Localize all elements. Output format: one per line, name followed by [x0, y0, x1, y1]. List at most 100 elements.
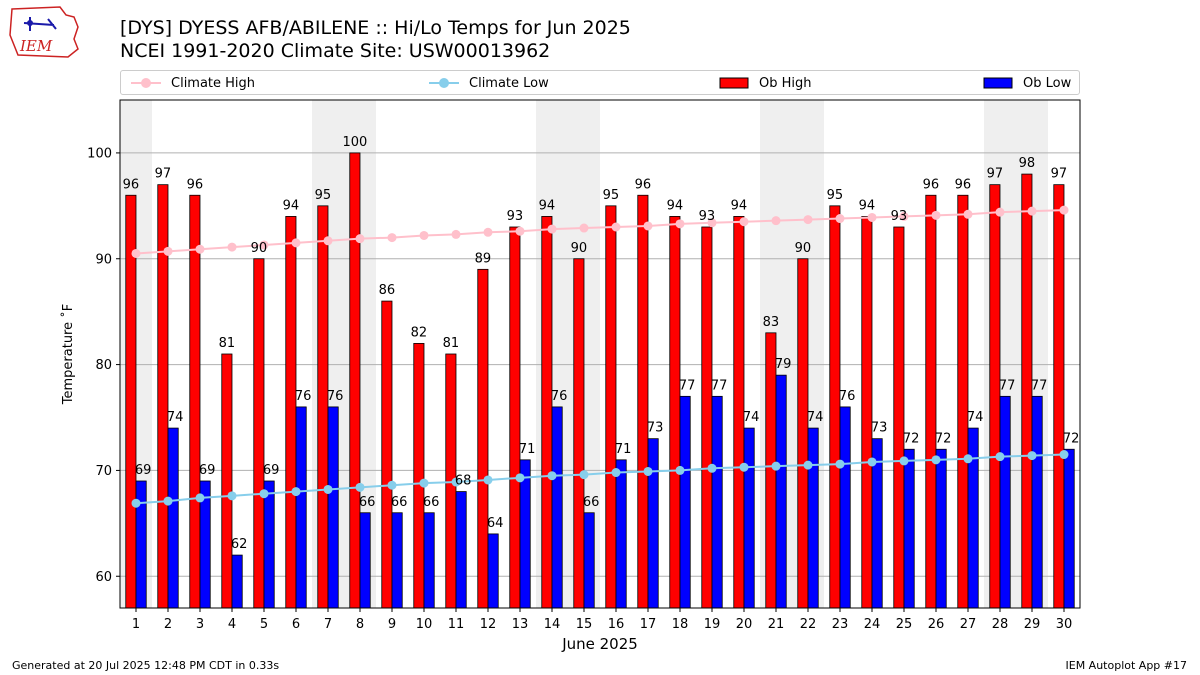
x-tick-label-25: 25 [896, 617, 913, 632]
point-climate-low-day-21 [771, 461, 781, 471]
legend-swatch-ob-low [983, 77, 1013, 89]
x-tick-label-20: 20 [736, 617, 753, 632]
data-label-ob-high-day-23: 95 [827, 188, 844, 203]
data-label-ob-high-day-30: 97 [1051, 167, 1068, 182]
bar-ob-high-day-12 [477, 268, 489, 609]
point-climate-low-day-15 [579, 470, 589, 480]
x-tick-label-8: 8 [356, 617, 364, 632]
bar-ob-low-day-26 [935, 448, 947, 609]
bar-ob-low-day-8 [359, 512, 371, 609]
y-tick-label-70: 70 [95, 464, 112, 479]
data-label-ob-low-day-5: 69 [263, 463, 280, 478]
bar-ob-low-day-16 [615, 459, 627, 609]
y-tick-label-60: 60 [95, 570, 112, 585]
bar-ob-high-day-27 [957, 194, 969, 609]
bar-ob-low-day-2 [167, 427, 179, 609]
y-axis-label: Temperature ˚F [60, 304, 76, 405]
data-label-ob-low-day-30: 72 [1063, 431, 1080, 446]
point-climate-high-day-19 [707, 218, 717, 228]
bar-ob-high-day-9 [381, 300, 393, 609]
x-tick-label-15: 15 [576, 617, 593, 632]
point-climate-high-day-12 [483, 227, 493, 237]
data-label-ob-high-day-15: 90 [571, 241, 588, 256]
bar-ob-high-day-6 [285, 216, 297, 609]
svg-text:IEM: IEM [19, 37, 53, 55]
chart-subtitle: NCEI 1991-2020 Climate Site: USW00013962 [120, 40, 551, 62]
point-climate-low-day-13 [515, 473, 525, 483]
data-label-ob-high-day-5: 90 [251, 241, 268, 256]
data-label-ob-high-day-6: 94 [283, 198, 300, 213]
point-climate-high-day-20 [739, 217, 749, 227]
data-label-ob-high-day-11: 81 [443, 336, 460, 351]
data-label-ob-high-day-24: 94 [859, 198, 876, 213]
point-climate-high-day-1 [131, 248, 141, 258]
point-climate-high-day-4 [227, 242, 237, 252]
point-climate-high-day-17 [643, 221, 653, 231]
point-climate-low-day-25 [899, 456, 909, 466]
point-climate-low-day-2 [163, 496, 173, 506]
x-tick-label-26: 26 [928, 617, 945, 632]
data-label-ob-high-day-14: 94 [539, 198, 556, 213]
iem-logo: IEM [9, 6, 79, 58]
bar-ob-low-day-28 [999, 395, 1011, 609]
point-climate-high-day-16 [611, 222, 621, 232]
data-label-ob-low-day-2: 74 [167, 410, 184, 425]
data-label-ob-low-day-3: 69 [199, 463, 216, 478]
bar-ob-high-day-28 [989, 184, 1001, 609]
bar-ob-high-day-15 [573, 258, 585, 609]
data-label-ob-low-day-16: 71 [615, 442, 632, 457]
bar-ob-high-day-22 [797, 258, 809, 609]
point-climate-high-day-21 [771, 216, 781, 226]
x-tick-label-4: 4 [228, 617, 236, 632]
data-label-ob-high-day-7: 95 [315, 188, 332, 203]
data-label-ob-low-day-10: 66 [423, 495, 440, 510]
point-climate-low-day-4 [227, 491, 237, 501]
point-climate-high-day-11 [451, 229, 461, 239]
x-axis-label: June 2025 [561, 635, 638, 653]
bar-ob-high-day-10 [413, 343, 425, 609]
footer-app-label: IEM Autoplot App #17 [1065, 659, 1188, 672]
y-tick-label-80: 80 [95, 358, 112, 373]
point-climate-low-day-26 [931, 455, 941, 465]
point-climate-low-day-11 [451, 477, 461, 487]
point-climate-high-day-27 [963, 209, 973, 219]
bar-ob-high-day-14 [541, 216, 553, 609]
y-tick-label-90: 90 [95, 252, 112, 267]
point-climate-low-day-1 [131, 498, 141, 508]
bar-ob-low-day-22 [807, 427, 819, 609]
point-climate-high-day-24 [867, 212, 877, 222]
point-climate-high-day-9 [387, 233, 397, 243]
point-climate-low-day-10 [419, 478, 429, 488]
bar-ob-high-day-25 [893, 226, 905, 609]
chart-title: [DYS] DYESS AFB/ABILENE :: Hi/Lo Temps f… [120, 17, 631, 39]
point-climate-low-day-7 [323, 484, 333, 494]
bar-ob-low-day-17 [647, 438, 659, 609]
data-label-ob-low-day-1: 69 [135, 463, 152, 478]
bar-ob-high-day-24 [861, 216, 873, 609]
point-climate-low-day-8 [355, 482, 365, 492]
data-label-ob-low-day-29: 77 [1031, 378, 1048, 393]
point-climate-high-day-7 [323, 236, 333, 246]
x-tick-label-18: 18 [672, 617, 689, 632]
bar-ob-low-day-6 [295, 406, 307, 609]
bar-ob-low-day-7 [327, 406, 339, 609]
legend-label-climate-low: Climate Low [469, 75, 549, 91]
x-tick-label-1: 1 [132, 617, 140, 632]
legend-item-ob-low: Ob Low [983, 74, 1071, 92]
x-tick-label-5: 5 [260, 617, 268, 632]
x-tick-label-14: 14 [544, 617, 561, 632]
data-label-ob-low-day-11: 68 [455, 474, 472, 489]
bar-ob-low-day-4 [231, 554, 243, 609]
point-climate-high-day-25 [899, 211, 909, 221]
bar-ob-low-day-25 [903, 448, 915, 609]
x-tick-label-28: 28 [992, 617, 1009, 632]
bar-ob-high-day-7 [317, 205, 329, 609]
point-climate-low-day-20 [739, 462, 749, 472]
bar-ob-low-day-13 [519, 459, 531, 609]
bar-ob-low-day-9 [391, 512, 403, 609]
data-label-ob-high-day-2: 97 [155, 167, 172, 182]
bar-ob-high-day-5 [253, 258, 265, 609]
point-climate-low-day-29 [1027, 451, 1037, 461]
x-tick-label-6: 6 [292, 617, 300, 632]
data-label-ob-high-day-27: 96 [955, 177, 972, 192]
